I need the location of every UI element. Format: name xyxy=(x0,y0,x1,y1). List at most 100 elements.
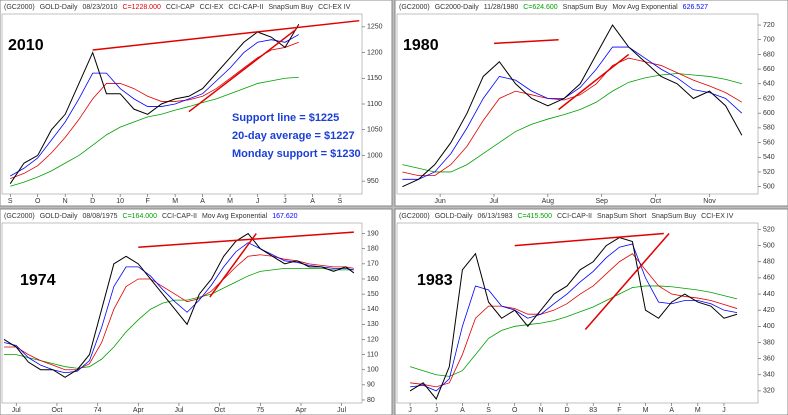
x-tick-label: Nov xyxy=(703,198,716,205)
y-tick-label: 440 xyxy=(763,291,775,298)
header-item: 11/28/1980 xyxy=(484,4,519,11)
x-tick-label: O xyxy=(512,407,518,414)
header-item: C=415.500 xyxy=(518,213,553,220)
x-tick-label: M xyxy=(643,407,649,414)
header-item: GOLD-Daily xyxy=(40,4,78,11)
note: 20-day average = $1227 xyxy=(232,130,355,142)
price-line xyxy=(188,28,297,113)
x-tick-label: Jul xyxy=(12,407,21,414)
x-tick-label: D xyxy=(565,407,570,414)
header-item: C=624.600 xyxy=(523,4,558,11)
x-tick-label: Sep xyxy=(596,198,609,205)
header-item: Mov Avg Exponential xyxy=(202,213,268,220)
x-tick-label: Oct xyxy=(51,407,62,414)
y-tick-label: 1000 xyxy=(367,152,383,159)
y-tick-label: 170 xyxy=(367,261,379,268)
y-tick-label: 600 xyxy=(763,110,775,117)
x-tick-label: O xyxy=(35,198,41,205)
header-item: C=164.000 xyxy=(123,213,158,220)
y-tick-label: 560 xyxy=(763,139,775,146)
y-tick-label: 180 xyxy=(367,246,379,253)
y-tick-label: 360 xyxy=(763,355,775,362)
x-tick-label: A xyxy=(200,198,205,205)
panel-bg xyxy=(0,0,393,207)
x-tick-label: S xyxy=(486,407,491,414)
price-line xyxy=(493,38,559,45)
y-tick-label: 620 xyxy=(763,95,775,102)
y-tick-label: 720 xyxy=(763,22,775,29)
header-item: GOLD-Daily xyxy=(40,213,78,220)
y-tick-label: 120 xyxy=(367,336,379,343)
x-tick-label: J xyxy=(283,198,287,205)
x-tick-label: S xyxy=(338,198,343,205)
y-tick-label: 190 xyxy=(367,230,379,237)
price-line xyxy=(409,236,738,400)
x-tick-label: Apr xyxy=(133,407,145,414)
year-label: 2010 xyxy=(8,37,44,54)
year-label: 1983 xyxy=(417,272,453,289)
header-item: Mov Avg Exponential xyxy=(612,4,678,11)
x-tick-label: Jun xyxy=(434,198,445,205)
y-tick-label: 1150 xyxy=(367,75,382,82)
y-tick-label: 100 xyxy=(367,367,379,374)
price-line xyxy=(209,233,257,298)
y-tick-label: 950 xyxy=(367,178,379,185)
header-item: CCI-EX IV xyxy=(701,213,734,220)
chart-panel: (GC2000) GOLD-Daily 06/13/1983 C=415.500 CCI… xyxy=(394,208,788,415)
x-tick-label: J xyxy=(722,407,726,414)
header-item: CCI-CAP-II xyxy=(162,213,197,220)
price-line xyxy=(92,19,360,51)
header-item: GOLD-Daily xyxy=(435,213,473,220)
y-tick-label: 130 xyxy=(367,321,379,328)
header-item: SnapSum Buy xyxy=(268,4,313,11)
x-tick-label: Oct xyxy=(650,198,661,205)
y-tick-label: 540 xyxy=(763,154,775,161)
chart-panel: (GC2000) GC2000-Daily 11/28/1980 C=624.600 S… xyxy=(394,0,788,207)
x-tick-label: 75 xyxy=(256,407,264,414)
y-tick-label: 90 xyxy=(367,382,375,389)
year-label: 1980 xyxy=(403,37,439,54)
chart-panel: (GC2000) GOLD-Daily 08/08/1975 C=164.000 CCI… xyxy=(0,208,393,415)
header-item: GC2000-Daily xyxy=(435,4,479,11)
panel-bg xyxy=(394,208,788,415)
header-item: CCI-CAP-II xyxy=(557,213,592,220)
x-tick-label: N xyxy=(538,407,543,414)
price-line xyxy=(558,53,630,111)
header-item: SnapSum Buy xyxy=(651,213,696,220)
price-line xyxy=(9,24,300,184)
header-item: (GC2000) xyxy=(4,4,35,11)
x-tick-label: Oct xyxy=(214,407,225,414)
y-tick-label: 1100 xyxy=(367,101,382,108)
note: Support line = $1225 xyxy=(232,112,339,124)
header-item: SnapSum Buy xyxy=(563,4,608,11)
header-item: (GC2000) xyxy=(4,213,35,220)
y-tick-label: 140 xyxy=(367,306,379,313)
x-tick-label: F xyxy=(146,198,150,205)
x-tick-label: M xyxy=(695,407,701,414)
price-line xyxy=(514,232,664,247)
price-line xyxy=(10,34,299,177)
x-tick-label: M xyxy=(172,198,178,205)
x-tick-label: Apr xyxy=(296,407,308,414)
y-tick-label: 1250 xyxy=(367,24,383,31)
x-tick-label: N xyxy=(63,198,68,205)
y-tick-label: 580 xyxy=(763,125,775,132)
price-line xyxy=(402,73,742,173)
header: (GC2000) GOLD-Daily 08/08/1975 C=164.000 CCI… xyxy=(4,213,298,220)
x-tick-label: S xyxy=(8,198,13,205)
y-tick-label: 340 xyxy=(763,372,775,379)
year-label: 1974 xyxy=(20,272,56,289)
price-line xyxy=(410,253,738,388)
header-item: C=1228.000 xyxy=(123,4,161,11)
panel-bg xyxy=(394,0,788,207)
header-item: CCI-CAP xyxy=(166,4,195,11)
y-tick-label: 320 xyxy=(763,388,775,395)
price-line xyxy=(402,46,743,180)
x-tick-label: A xyxy=(310,198,315,205)
x-tick-label: Jul xyxy=(337,407,346,414)
plot-area xyxy=(1,222,363,404)
y-tick-label: 1200 xyxy=(367,49,383,56)
x-tick-label: 10 xyxy=(116,198,124,205)
header-item: 167.620 xyxy=(272,213,297,220)
